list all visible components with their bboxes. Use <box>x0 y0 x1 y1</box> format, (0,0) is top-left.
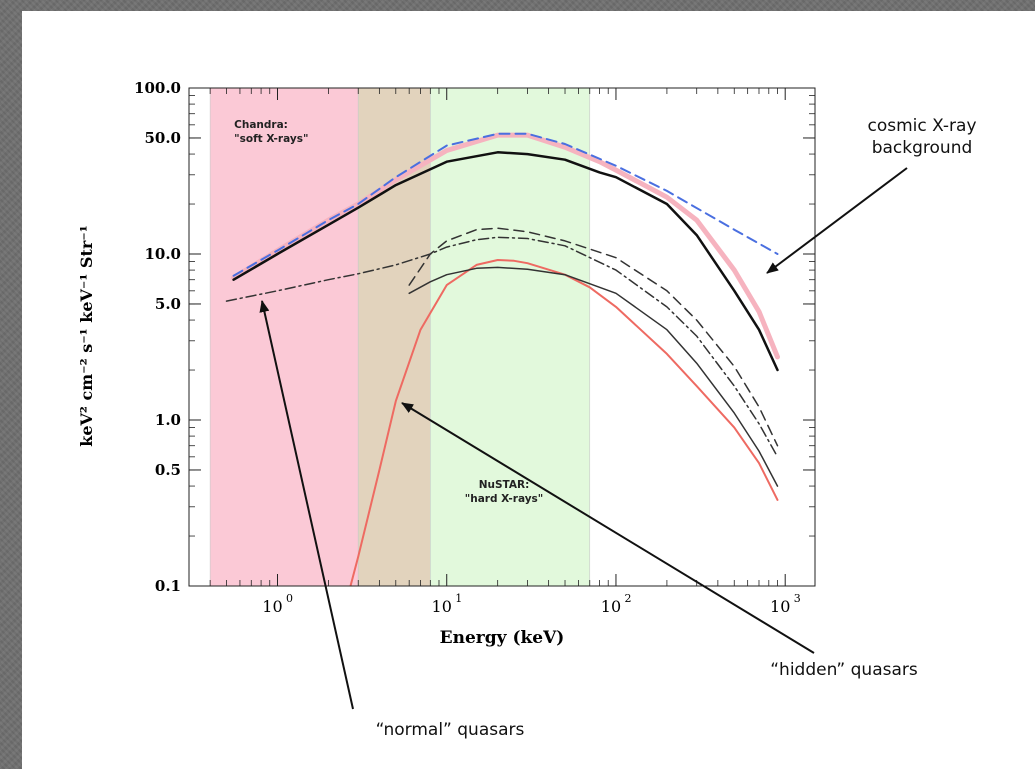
annotation-cosmic-arrow <box>766 167 908 274</box>
series-obscured-total <box>408 227 779 447</box>
annotation-cosmic-line1: cosmic X-ray <box>867 116 976 136</box>
y-tick-label: 50.0 <box>144 129 181 147</box>
x-axis-label: Energy (keV) <box>440 628 565 648</box>
series-compton-thin <box>408 266 779 487</box>
series-normal-quasars <box>225 236 779 458</box>
x-tick-label: 10 <box>262 597 282 616</box>
annotation-hidden-arrow <box>401 402 815 654</box>
annotation-normal-arrow <box>259 300 354 710</box>
band-label-nustar: "hard X-rays" <box>465 493 543 505</box>
y-tick-label: 0.1 <box>155 577 181 595</box>
y-tick-label: 0.5 <box>155 461 181 479</box>
series-hidden-quasars <box>349 259 779 586</box>
x-tick-exponent: 2 <box>624 592 631 605</box>
annotation-hidden-label: “hidden” quasars <box>770 660 918 680</box>
series-data-band <box>231 132 780 360</box>
x-tick-label: 10 <box>432 597 452 616</box>
annotation-hidden: “hidden” quasars <box>401 402 918 680</box>
spectral-curves <box>225 132 780 586</box>
annotation-cosmic: cosmic X-ray background <box>766 116 977 274</box>
band-label-chandra: "soft X-rays" <box>234 133 308 145</box>
x-tick-label: 10 <box>770 597 790 616</box>
band-labels: Chandra: "soft X-rays" NuSTAR: "hard X-rays… <box>234 119 543 505</box>
band-label-chandra: Chandra: <box>234 119 288 131</box>
x-tick-label: 10 <box>601 597 621 616</box>
series-power-law-fit <box>232 132 779 277</box>
x-tick-exponent: 3 <box>794 592 801 605</box>
energy-bands <box>209 88 591 586</box>
annotation-cosmic-line2: background <box>872 138 973 158</box>
y-tick-label: 100.0 <box>134 79 181 97</box>
slide: 0.1 0.5 1.0 5.0 10.0 50.0 100.0 10 0 10 1 10 2 10 3 Ch… <box>22 11 1035 769</box>
annotation-normal: “normal” quasars <box>259 300 525 740</box>
series-cxb-model-total <box>232 151 779 372</box>
band-chandra <box>209 88 359 586</box>
y-tick-label: 1.0 <box>155 411 181 429</box>
x-tick-exponent: 0 <box>286 592 293 605</box>
y-tick-label: 5.0 <box>155 295 181 313</box>
y-tick-label: 10.0 <box>144 245 181 263</box>
band-nustar <box>430 88 591 586</box>
plot-frame <box>188 87 816 587</box>
band-label-nustar: NuSTAR: <box>479 479 530 491</box>
annotation-normal-label: “normal” quasars <box>376 720 525 740</box>
x-tick-exponent: 1 <box>455 592 462 605</box>
y-axis-label: keV² cm⁻² s⁻¹ keV⁻¹ Str⁻¹ <box>77 225 96 447</box>
